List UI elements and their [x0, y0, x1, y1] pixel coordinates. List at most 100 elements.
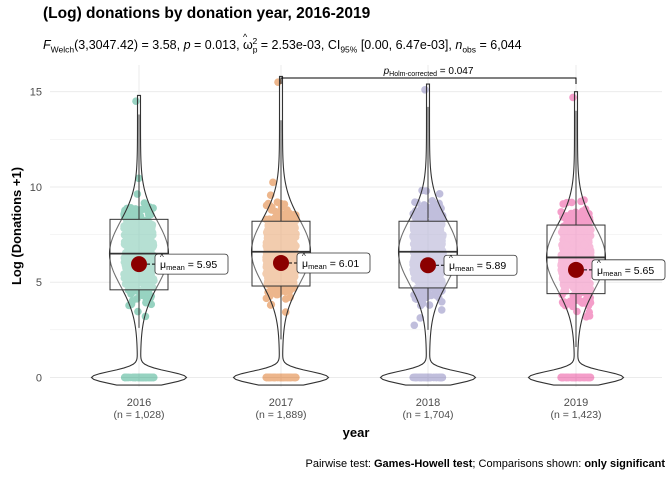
data-point — [434, 210, 442, 219]
data-point — [269, 248, 278, 257]
data-point — [425, 301, 434, 309]
data-point — [134, 236, 142, 244]
data-point — [274, 230, 283, 239]
data-point-zero — [149, 373, 158, 382]
data-point — [271, 244, 279, 252]
data-point — [283, 243, 292, 252]
data-point — [271, 242, 280, 251]
data-point — [280, 222, 288, 231]
data-point — [266, 226, 275, 235]
data-point — [409, 226, 418, 234]
data-point — [263, 256, 272, 264]
data-point — [413, 241, 422, 249]
data-point — [290, 262, 298, 270]
data-point-zero — [137, 373, 146, 382]
p-label: p — [183, 38, 191, 53]
data-point — [410, 321, 419, 330]
data-point — [286, 273, 294, 281]
data-point — [271, 207, 280, 216]
data-point — [140, 241, 148, 250]
data-point — [140, 282, 149, 291]
data-point — [267, 272, 276, 281]
data-point — [139, 237, 148, 246]
data-point — [262, 238, 271, 247]
data-point — [275, 277, 283, 286]
data-point-zero — [270, 373, 279, 382]
data-point — [141, 282, 150, 291]
data-point — [279, 240, 288, 249]
data-point — [420, 230, 428, 239]
data-point — [126, 219, 135, 228]
data-point — [417, 295, 426, 304]
data-point — [278, 239, 286, 248]
data-point — [122, 264, 130, 272]
data-point — [436, 274, 444, 282]
data-point-zero — [136, 373, 145, 382]
data-point — [428, 238, 437, 246]
data-point — [415, 276, 424, 284]
data-point — [143, 217, 151, 226]
data-point-zero — [584, 373, 592, 382]
data-point — [429, 276, 437, 284]
data-point — [140, 236, 149, 244]
data-point — [289, 241, 298, 249]
data-point — [269, 278, 277, 287]
mean-point — [420, 257, 436, 274]
data-point — [431, 290, 440, 299]
data-point — [435, 262, 444, 270]
data-point — [291, 229, 300, 238]
data-point — [267, 261, 275, 270]
data-point — [270, 287, 279, 296]
data-point — [427, 291, 435, 300]
data-point — [419, 220, 427, 229]
data-point — [432, 287, 441, 295]
data-point — [265, 270, 273, 279]
data-point — [281, 270, 289, 279]
data-point — [123, 257, 131, 266]
data-point — [431, 207, 439, 216]
data-point — [412, 236, 420, 245]
data-point-zero — [262, 373, 271, 382]
data-point — [281, 279, 290, 288]
data-point — [150, 276, 158, 285]
data-point — [139, 244, 147, 253]
data-point — [435, 225, 443, 233]
data-point — [270, 235, 279, 243]
data-point — [268, 240, 276, 248]
data-point — [420, 281, 429, 289]
data-point — [122, 222, 131, 231]
data-point — [279, 243, 287, 251]
data-point — [412, 273, 420, 282]
data-point-zero — [284, 373, 293, 382]
data-point-zero — [278, 373, 287, 382]
data-point-zero — [141, 373, 149, 382]
data-point — [424, 276, 433, 285]
data-point — [149, 276, 158, 284]
data-point — [433, 211, 442, 220]
data-point — [416, 244, 424, 253]
data-point-zero — [283, 373, 292, 382]
data-point — [278, 242, 286, 251]
data-point — [283, 221, 292, 230]
data-point — [282, 221, 290, 229]
data-point-zero — [265, 373, 273, 382]
data-point — [277, 232, 285, 240]
data-point — [148, 230, 157, 239]
data-point — [140, 205, 149, 213]
data-point — [415, 285, 424, 293]
data-point — [262, 253, 271, 262]
data-point — [141, 246, 149, 255]
data-point — [282, 268, 290, 277]
data-point — [120, 231, 129, 239]
data-point — [277, 234, 286, 243]
data-point — [432, 234, 440, 243]
data-point — [120, 240, 129, 249]
data-point — [428, 240, 437, 248]
data-point — [140, 199, 149, 207]
data-point — [143, 240, 152, 248]
data-point — [130, 280, 139, 288]
data-point — [438, 297, 446, 306]
data-point — [134, 237, 142, 245]
data-point — [142, 296, 151, 305]
data-point — [435, 241, 444, 250]
